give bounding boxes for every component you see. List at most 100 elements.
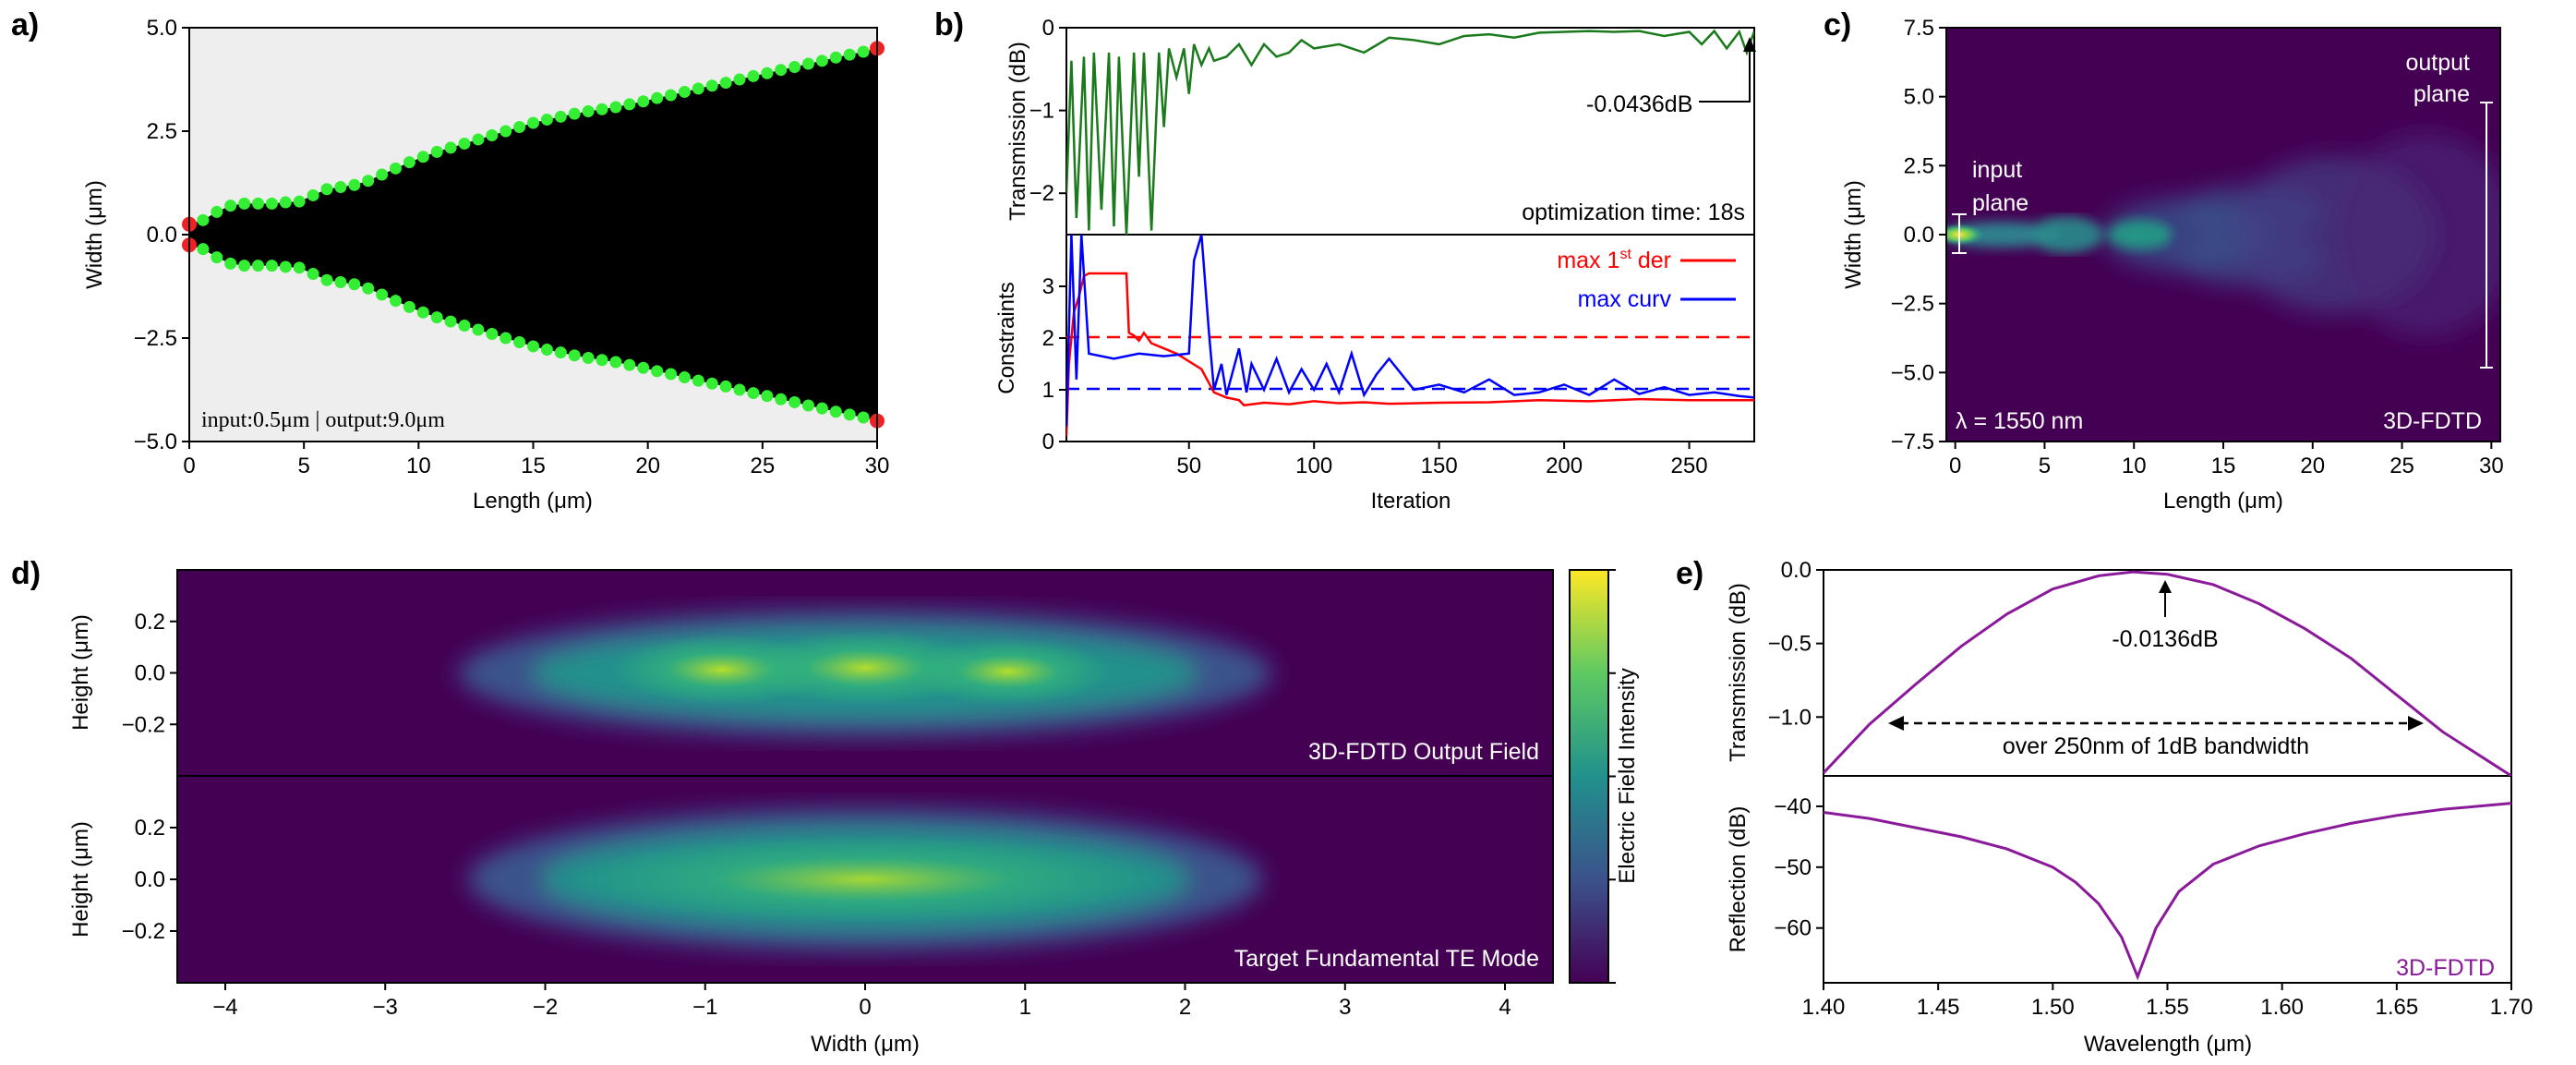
control-points <box>182 41 885 429</box>
control-point <box>582 104 595 117</box>
output-field-label: 3D-FDTD Output Field <box>1308 739 1539 765</box>
panel-d-x-tick-label: −3 <box>373 995 398 1020</box>
panel-e-bottom-yticks: −40 −50 −60 <box>1774 794 1824 941</box>
panel-d-yticks: 0.2 0.0 −0.2 0.2 0.0 −0.2 <box>122 610 177 944</box>
control-point <box>348 178 361 191</box>
panel-c-ylabel: Width (μm) <box>1841 180 1866 289</box>
control-point <box>362 175 375 188</box>
panel-b-bottom-ylabel: Constraints <box>994 282 1019 393</box>
control-point <box>376 288 389 301</box>
panel-c-method-label: 3D-FDTD <box>2383 408 2482 434</box>
control-point <box>761 390 774 403</box>
panel-a-x-tick-label: 25 <box>750 454 775 478</box>
control-point <box>513 335 526 348</box>
panel-d-top-y-tick-label: −0.2 <box>122 712 165 737</box>
transmission-arrow-head <box>1743 37 1756 52</box>
control-point <box>390 295 402 308</box>
panel-e-top-y-tick-label: 0.0 <box>1781 558 1812 583</box>
panel-c-x-tick-label: 15 <box>2211 454 2236 478</box>
panel-c-xticks: 0 5 10 15 20 25 30 <box>1949 442 2504 478</box>
control-point <box>582 352 595 365</box>
panel-e-bottom-frame <box>1823 775 2512 984</box>
panel-e-method-label: 3D-FDTD <box>2396 955 2495 981</box>
panel-e-x-tick-label: 1.70 <box>2490 995 2534 1020</box>
control-point <box>540 344 553 357</box>
panel-a-xlabel: Length (μm) <box>473 489 593 514</box>
panel-b-top-y-tick-label: −2 <box>1029 181 1054 206</box>
panel-a-x-tick-label: 30 <box>865 454 890 478</box>
panel-e-x-tick-label: 1.60 <box>2260 995 2304 1020</box>
panel-d-x-tick-label: 4 <box>1499 995 1511 1020</box>
panel-b-x-tick-label: 200 <box>1546 454 1583 478</box>
control-point <box>637 95 650 108</box>
panel-a-y-tick-label: 0.0 <box>147 223 177 248</box>
panel-c-xlabel: Length (μm) <box>2163 489 2283 514</box>
control-point <box>416 306 429 319</box>
control-point <box>623 98 636 111</box>
control-point <box>554 346 567 359</box>
panel-e-x-tick-label: 1.55 <box>2146 995 2189 1020</box>
panel-d: d) 3D-FDTD Output Field Target Fundament… <box>11 556 1640 1057</box>
control-point <box>609 356 622 369</box>
control-point <box>802 399 814 412</box>
control-point <box>197 243 210 256</box>
control-point <box>500 125 512 138</box>
panel-d-x-tick-label: −4 <box>212 995 237 1020</box>
control-point <box>815 54 828 67</box>
panel-e-x-tick-label: 1.65 <box>2375 995 2418 1020</box>
control-point <box>829 405 842 418</box>
panel-d-x-tick-label: −2 <box>533 995 558 1020</box>
control-point <box>775 64 788 77</box>
input-plane-label-2: plane <box>1972 190 2028 216</box>
panel-a-letter: a) <box>11 7 39 42</box>
control-point <box>238 260 251 272</box>
panel-a-y-tick-label: 2.5 <box>147 119 177 144</box>
transmission-spectrum <box>1824 570 2511 776</box>
panel-b-top-yticks: 0 −1 −2 <box>1029 16 1066 206</box>
colorbar-label: Electric Field Intensity <box>1615 668 1640 883</box>
reflection-spectrum <box>1824 802 2511 981</box>
panel-c-yticks: 7.5 5.0 2.5 0.0 −2.5 −5.0 −7.5 <box>1891 16 1946 454</box>
control-point <box>637 361 650 374</box>
control-point <box>444 141 457 154</box>
panel-a-y-tick-label: 5.0 <box>147 16 177 41</box>
panel-a-ylabel: Width (μm) <box>82 180 107 289</box>
panel-e-bottom-y-tick-label: −40 <box>1774 794 1812 819</box>
panel-d-xlabel: Width (μm) <box>811 1032 920 1057</box>
control-point <box>307 188 319 201</box>
control-point <box>775 393 788 405</box>
panel-e-bottom-ylabel: Reflection (dB) <box>1726 806 1751 953</box>
panel-c-x-tick-label: 30 <box>2479 454 2504 478</box>
panel-d-bottom-y-tick-label: −0.2 <box>122 919 165 944</box>
control-point <box>651 91 664 104</box>
panel-e-x-tick-label: 1.45 <box>1917 995 1960 1020</box>
control-point <box>609 101 622 114</box>
panel-c-x-tick-label: 25 <box>2389 454 2414 478</box>
wavelength-label: λ = 1550 nm <box>1956 408 2083 434</box>
panel-d-x-tick-label: 0 <box>859 995 871 1020</box>
panel-c-y-tick-label: 2.5 <box>1904 153 1934 178</box>
control-point <box>719 77 732 90</box>
control-point <box>279 196 292 209</box>
panel-c-letter: c) <box>1824 7 1851 42</box>
panel-d-top-y-tick-label: 0.0 <box>135 661 165 686</box>
control-point <box>761 67 774 79</box>
panel-a-yticks: 5.0 2.5 0.0 −2.5 −5.0 <box>134 16 189 454</box>
control-point <box>293 261 306 274</box>
control-point <box>348 278 361 291</box>
control-point <box>747 387 760 400</box>
taper-shape <box>189 48 877 421</box>
panel-d-letter: d) <box>11 556 41 591</box>
control-point <box>733 73 746 86</box>
panel-c-y-tick-label: −5.0 <box>1891 360 1934 385</box>
control-point <box>815 402 828 415</box>
control-point <box>403 300 415 313</box>
panel-b-letter: b) <box>934 7 964 42</box>
panel-c: c) input plane output <box>1824 7 2504 514</box>
panel-e-top-y-tick-label: −0.5 <box>1768 632 1812 657</box>
peak-annotation: -0.0136dB <box>2112 626 2218 652</box>
panel-a-xticks: 0 5 10 15 20 25 30 <box>183 442 889 478</box>
control-point <box>458 320 471 333</box>
control-point <box>665 368 677 381</box>
panel-d-x-tick-label: 1 <box>1019 995 1031 1020</box>
